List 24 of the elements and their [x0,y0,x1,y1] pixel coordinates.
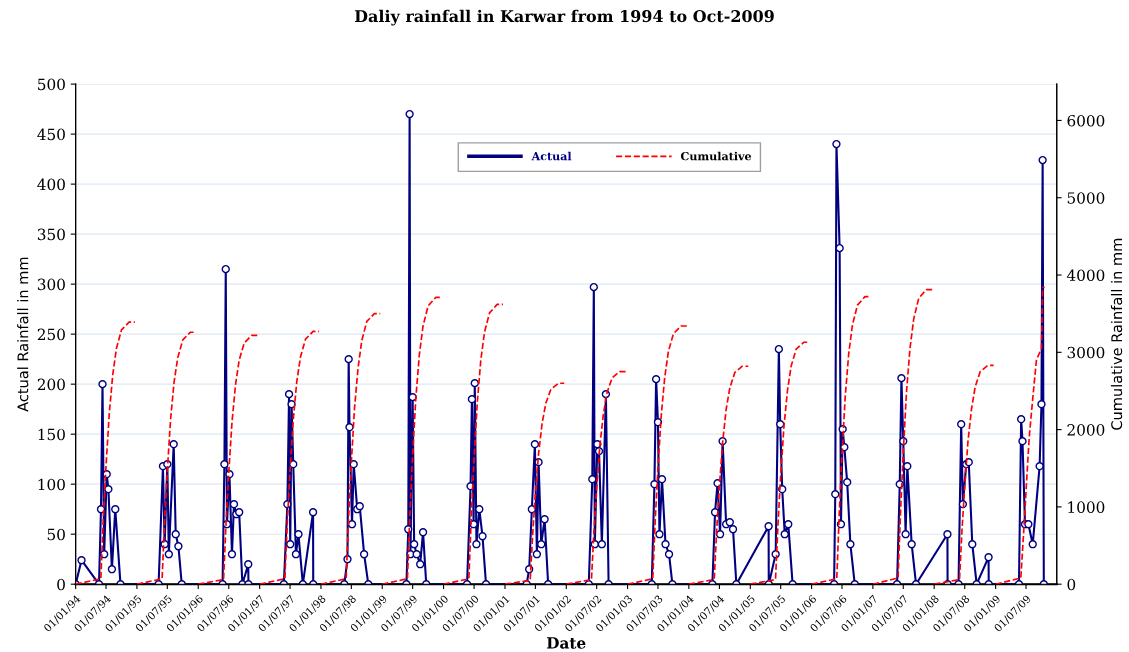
y-tick-label: 50 [47,528,65,541]
y-tick-label: 450 [37,128,65,141]
y2-tick-label: 4000 [1066,269,1105,282]
y-axis-title: Actual Rainfall in mm [17,257,29,412]
y-tick-label: 400 [37,178,65,191]
y2-tick-label: 1000 [1068,501,1105,513]
legend-label: Cumulative [680,151,752,161]
y2-tick-label: 0 [1067,578,1076,591]
y2-tick-label: 2000 [1067,424,1105,436]
y2-tick-label: 5000 [1067,192,1105,204]
y2-tick-label: 3000 [1067,346,1105,359]
y-tick-label: 200 [37,378,65,391]
y2-axis-title: Cumulative Rainfall in mm [1110,238,1123,430]
y-tick-label: 350 [37,228,65,241]
y-tick-label: 100 [38,478,65,491]
x-axis-title: Date [546,637,586,649]
y-tick-label: 150 [38,428,65,441]
y-tick-label: 0 [57,578,65,591]
y-tick-label: 500 [38,78,65,91]
y-tick-label: 250 [37,328,65,341]
y-tick-label: 300 [37,278,65,291]
text: Actual [531,151,572,161]
y2-tick-label: 6000 [1067,114,1105,127]
chart-title: Daliy rainfall in Karwar from 1994 to Oct-2009 [354,9,774,26]
